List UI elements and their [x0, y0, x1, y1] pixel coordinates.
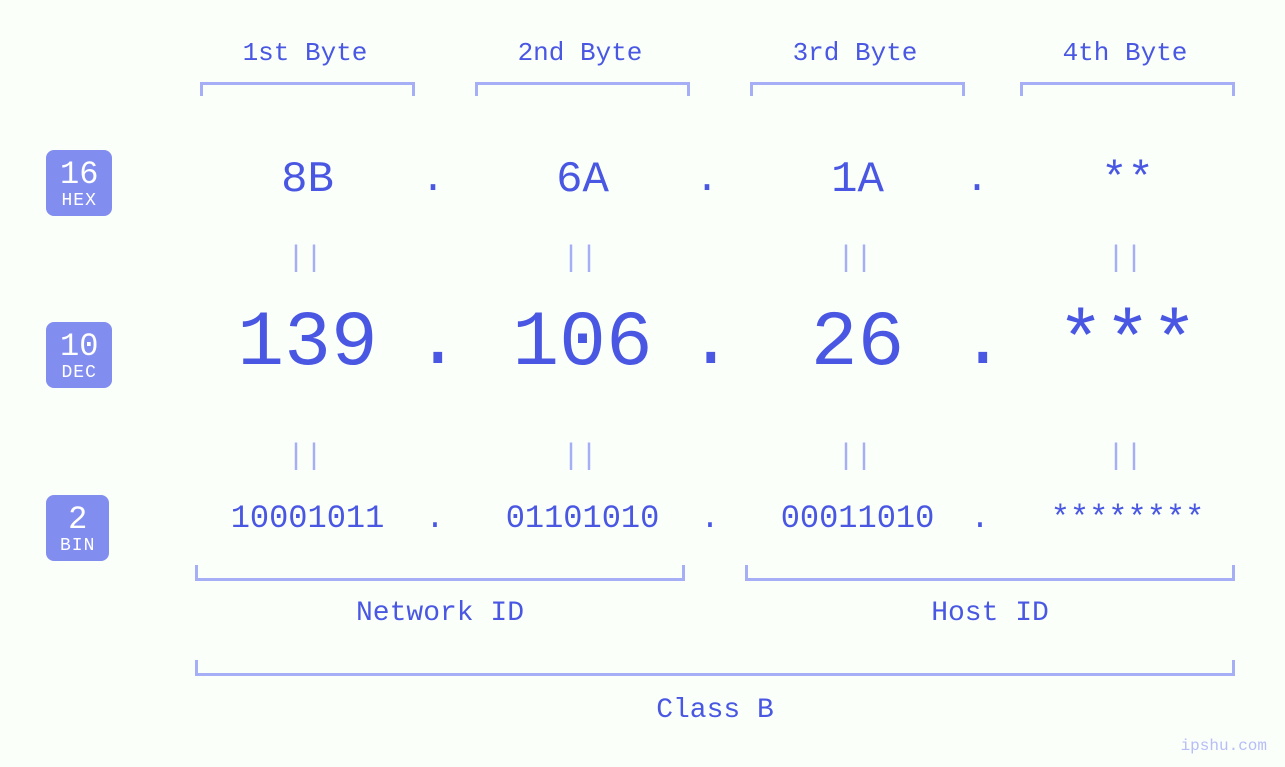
dec-byte-4: *** [1000, 300, 1255, 388]
watermark: ipshu.com [1181, 737, 1267, 755]
hex-byte-2: 6A [460, 155, 705, 205]
bin-byte-3: 00011010 [725, 500, 990, 537]
bracket-class [195, 660, 1235, 676]
hex-dot-2: . [692, 158, 722, 203]
hex-byte-1: 8B [185, 155, 430, 205]
dec-byte-1: 139 [180, 300, 435, 388]
badge-hex: 16 HEX [46, 150, 112, 216]
equals-2-4: || [1105, 440, 1145, 474]
bin-dot-2: . [695, 500, 725, 537]
hex-dot-3: . [962, 158, 992, 203]
label-class: Class B [195, 695, 1235, 726]
hex-byte-4: ** [1005, 155, 1250, 205]
badge-dec-number: 10 [60, 330, 98, 364]
bin-byte-2: 01101010 [450, 500, 715, 537]
badge-hex-number: 16 [60, 158, 98, 192]
byte-header-1: 1st Byte [185, 38, 425, 68]
badge-dec-label: DEC [60, 364, 98, 383]
hex-dot-1: . [418, 158, 448, 203]
equals-1-3: || [835, 242, 875, 276]
equals-1-2: || [560, 242, 600, 276]
equals-2-3: || [835, 440, 875, 474]
bracket-byte-4 [1020, 82, 1235, 96]
dec-byte-2: 106 [455, 300, 710, 388]
badge-bin: 2 BIN [46, 495, 109, 561]
bin-byte-4: ******** [995, 500, 1260, 537]
bracket-host-id [745, 565, 1235, 581]
badge-dec: 10 DEC [46, 322, 112, 388]
hex-byte-3: 1A [735, 155, 980, 205]
equals-2-2: || [560, 440, 600, 474]
label-host-id: Host ID [745, 598, 1235, 629]
bracket-byte-2 [475, 82, 690, 96]
byte-header-2: 2nd Byte [460, 38, 700, 68]
bracket-network-id [195, 565, 685, 581]
equals-1-4: || [1105, 242, 1145, 276]
dec-dot-3: . [960, 300, 990, 386]
badge-bin-label: BIN [60, 537, 95, 556]
byte-header-3: 3rd Byte [735, 38, 975, 68]
byte-header-4: 4th Byte [1005, 38, 1245, 68]
bracket-byte-3 [750, 82, 965, 96]
bin-dot-3: . [965, 500, 995, 537]
equals-2-1: || [285, 440, 325, 474]
bin-byte-1: 10001011 [175, 500, 440, 537]
badge-hex-label: HEX [60, 192, 98, 211]
equals-1-1: || [285, 242, 325, 276]
dec-dot-1: . [415, 300, 445, 386]
bin-dot-1: . [420, 500, 450, 537]
dec-dot-2: . [688, 300, 718, 386]
label-network-id: Network ID [195, 598, 685, 629]
badge-bin-number: 2 [60, 503, 95, 537]
dec-byte-3: 26 [730, 300, 985, 388]
bracket-byte-1 [200, 82, 415, 96]
